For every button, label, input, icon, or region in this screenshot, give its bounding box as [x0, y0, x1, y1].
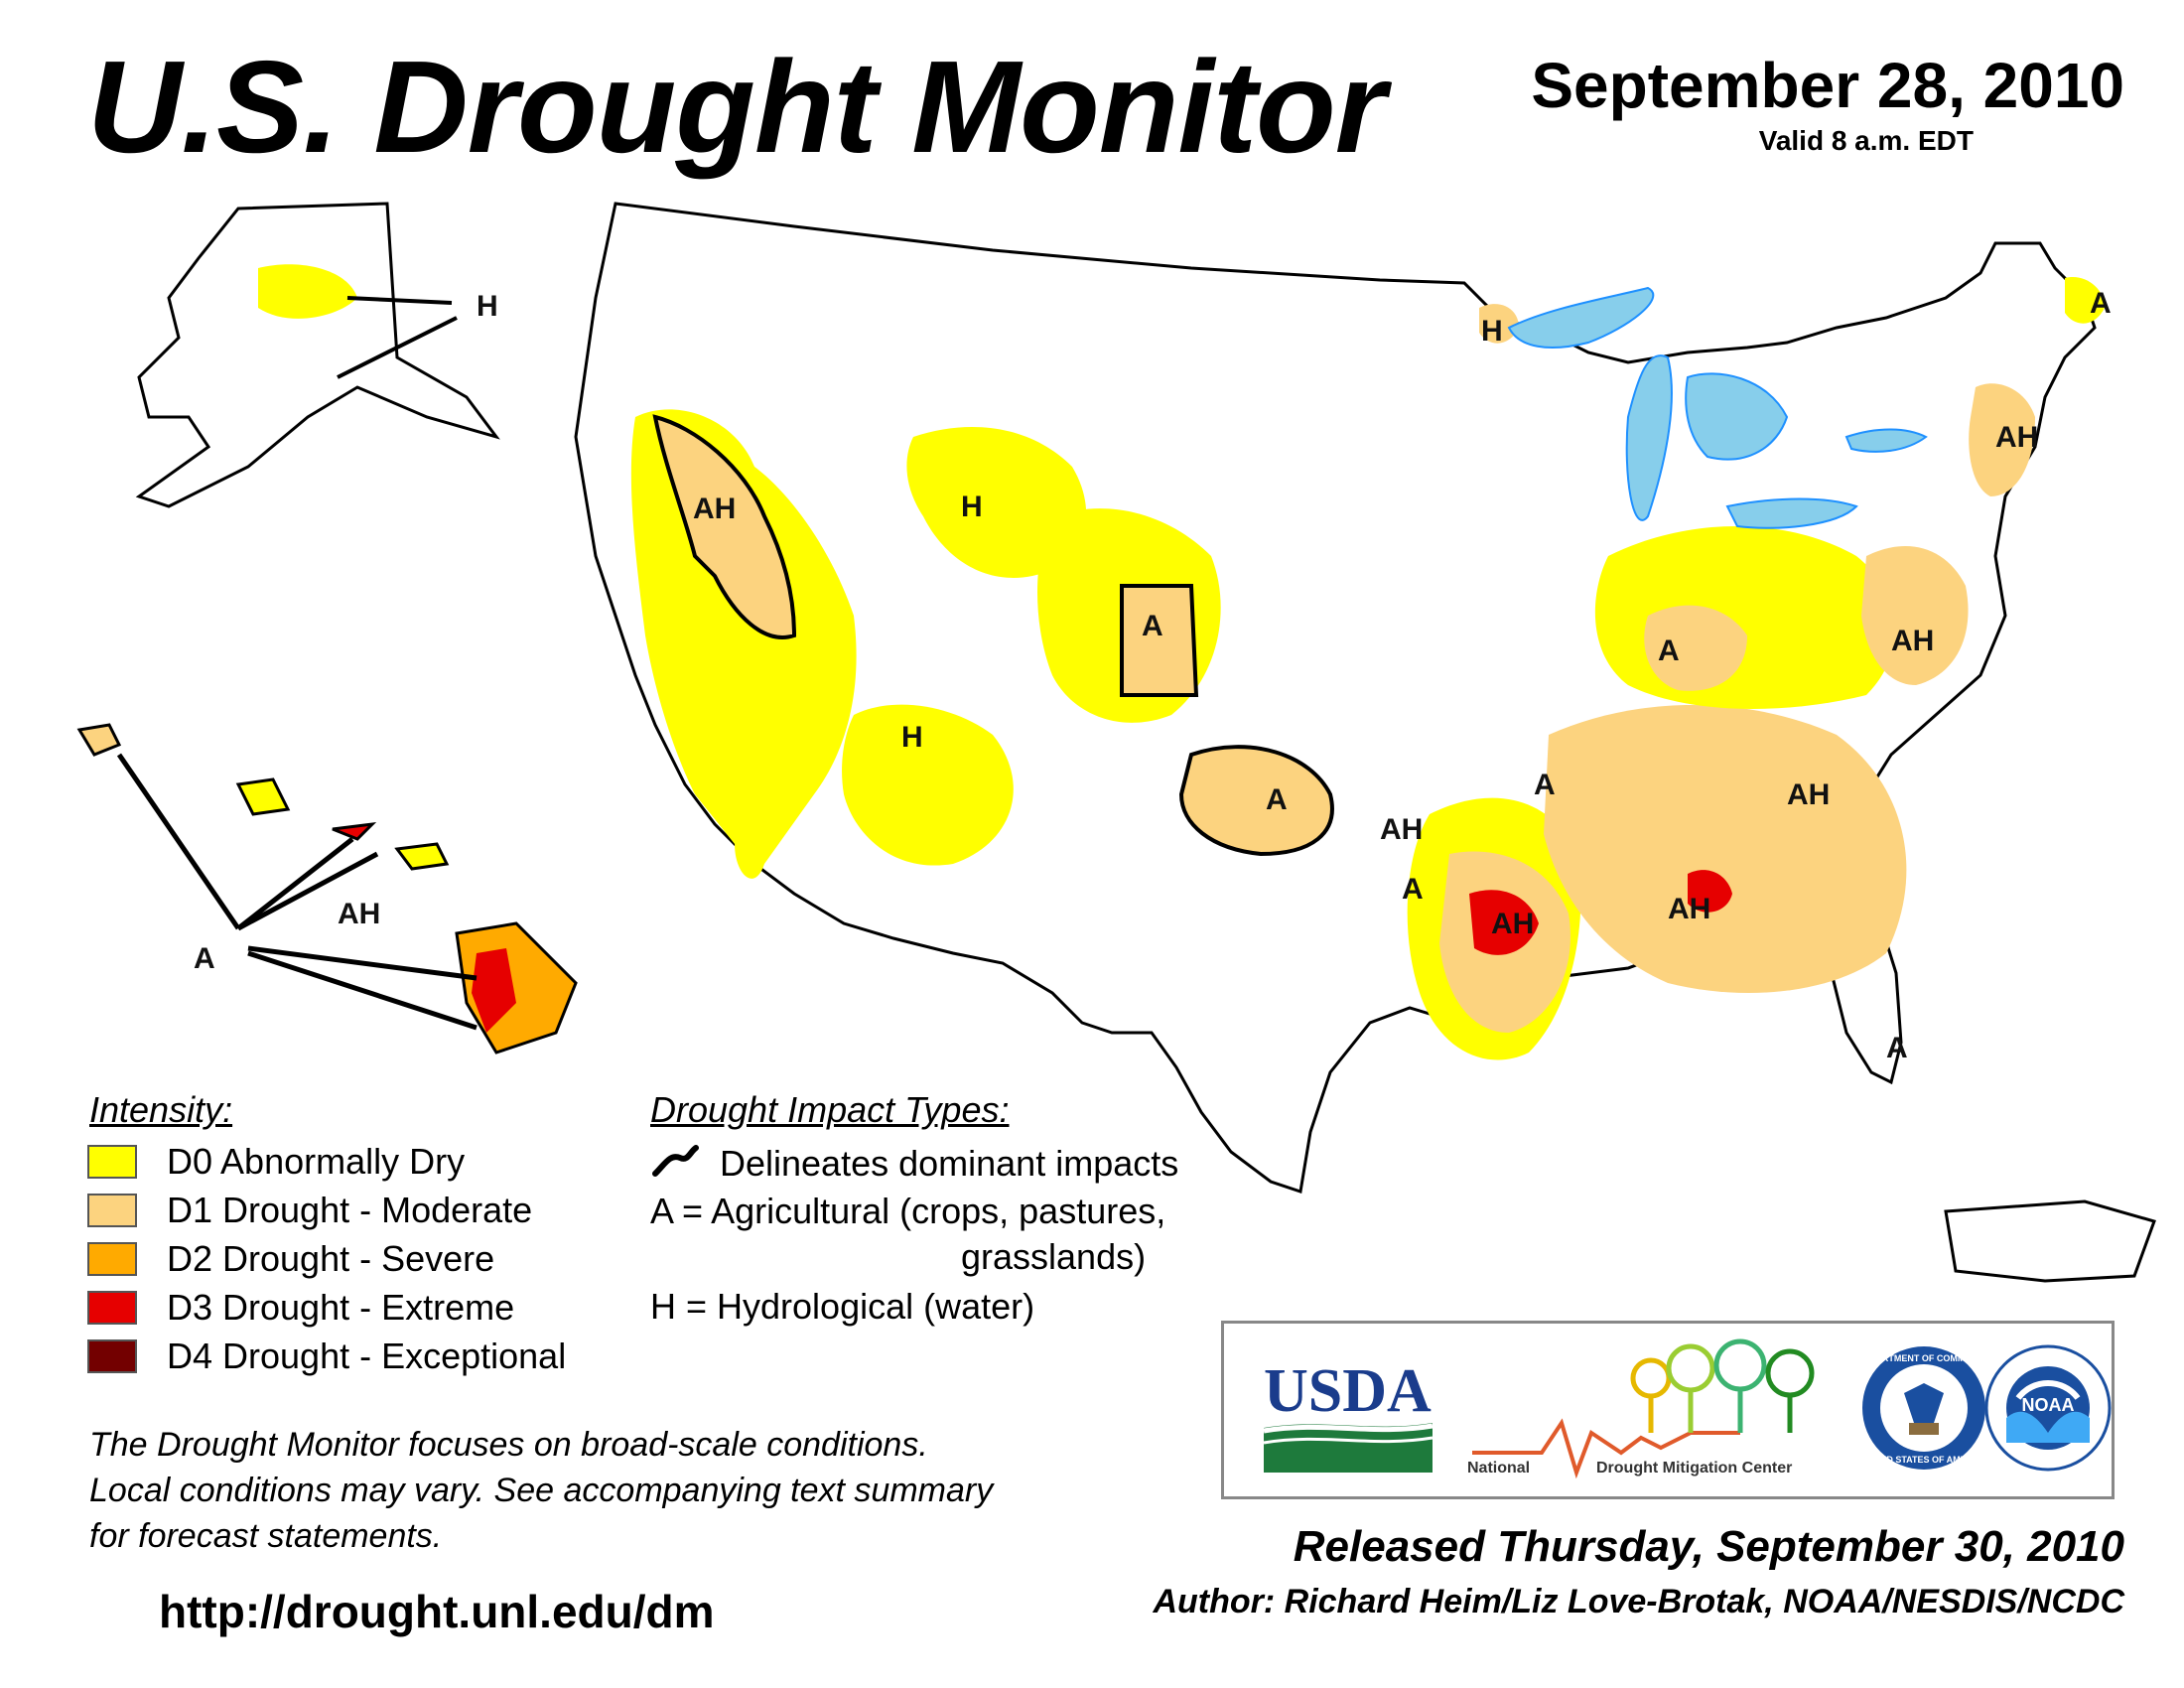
- label-mn-h: H: [1481, 315, 1503, 348]
- legend-label-d4: D4 Drought - Exceptional: [167, 1336, 567, 1376]
- disclaimer-line: for forecast statements.: [89, 1517, 443, 1555]
- impact-heading: Drought Impact Types:: [650, 1089, 1010, 1130]
- swatch-d3: [87, 1291, 137, 1325]
- alaska-inset: [135, 202, 500, 508]
- label-ok-a: A: [1266, 783, 1288, 816]
- swatch-d4: [87, 1339, 137, 1373]
- label-co-a: A: [1142, 610, 1163, 642]
- swatch-d2: [87, 1242, 137, 1276]
- page-title: U.S. Drought Monitor: [87, 34, 1386, 180]
- legend-label-d2: D2 Drought - Severe: [167, 1238, 495, 1279]
- noaa-logo: NOAA: [1984, 1344, 2112, 1472]
- d1-co: [1120, 584, 1199, 697]
- label-ky-a: A: [1658, 634, 1680, 667]
- label-me-a: A: [2090, 287, 2112, 320]
- swatch-d1: [87, 1194, 137, 1227]
- puerto-rico-inset: [1944, 1199, 2156, 1283]
- legend-label-d1: D1 Drought - Moderate: [167, 1190, 533, 1230]
- label-ne-ah: AH: [1995, 421, 2038, 454]
- legend-item-d0: D0 Abnormally Dry: [87, 1141, 466, 1182]
- d0-az: [842, 704, 1014, 866]
- label-ut-h: H: [901, 721, 923, 754]
- d1-ok: [1178, 745, 1334, 857]
- d3-la: [1469, 890, 1539, 955]
- author-credit: Author: Richard Heim/Liz Love-Brotak, NO…: [1153, 1583, 2124, 1620]
- hawaii-inset: [76, 723, 578, 1055]
- svg-text:DEPARTMENT OF COMMERCE: DEPARTMENT OF COMMERCE: [1858, 1353, 1990, 1363]
- d1-va: [1861, 546, 1969, 685]
- disclaimer-line: The Drought Monitor focuses on broad-sca…: [89, 1426, 928, 1464]
- great-lakes: [1507, 286, 1928, 529]
- d1-ne: [1969, 383, 2035, 496]
- doc-seal: DEPARTMENT OF COMMERCE UNITED STATES OF …: [1858, 1346, 1990, 1470]
- d1-southeast: [1544, 705, 1907, 993]
- valid-time: Valid 8 a.m. EDT: [1758, 125, 1974, 156]
- usda-logo: USDA: [1263, 1357, 1433, 1473]
- d1-mn: [1479, 304, 1519, 344]
- svg-text:USDA: USDA: [1264, 1357, 1432, 1425]
- impact-agricultural: A = Agricultural (crops, pastures,: [650, 1191, 1166, 1231]
- label-ar-ah: AH: [1380, 813, 1423, 846]
- svg-text:UNITED STATES OF AMERICA: UNITED STATES OF AMERICA: [1859, 1455, 1988, 1465]
- label-fl-a: A: [1886, 1032, 1908, 1064]
- svg-text:National: National: [1467, 1460, 1530, 1477]
- map-date: September 28, 2010: [1531, 50, 2124, 121]
- swatch-d0: [87, 1145, 137, 1179]
- website-url[interactable]: http://drought.unl.edu/dm: [159, 1586, 715, 1637]
- legend-item-d4: D4 Drought - Exceptional: [87, 1336, 566, 1376]
- label-sc-ah: AH: [1787, 778, 1830, 811]
- legend-label-d3: D3 Drought - Extreme: [167, 1287, 515, 1328]
- disclaimer: The Drought Monitor focuses on broad-sca…: [89, 1422, 1181, 1559]
- d3-ga: [1688, 870, 1732, 913]
- release-date: Released Thursday, September 30, 2010: [1293, 1522, 2124, 1571]
- label-alaska-h: H: [477, 290, 498, 323]
- d1-nw: [652, 414, 797, 639]
- legend-label-d0: D0 Abnormally Dry: [167, 1141, 466, 1182]
- label-la-ah: AH: [1491, 908, 1534, 940]
- d0-ohio-valley: [1594, 526, 1895, 709]
- label-nw-ah: AH: [693, 492, 736, 525]
- disclaimer-line: Local conditions may vary. See accompany…: [89, 1472, 994, 1509]
- ndmc-logo: National Drought Mitigation Center: [1467, 1338, 1815, 1479]
- partner-logos: USDA National Drought Mitigation Center …: [1221, 1321, 2115, 1499]
- impact-agricultural-cont: grasslands): [961, 1236, 1147, 1277]
- label-va-ah: AH: [1891, 625, 1934, 657]
- legend-item-d2: D2 Drought - Severe: [87, 1238, 495, 1279]
- impact-line-icon: [652, 1145, 699, 1177]
- label-hawaii-ah: AH: [338, 898, 380, 930]
- intensity-heading: Intensity:: [89, 1089, 233, 1130]
- d0-me: [2065, 277, 2105, 324]
- label-al-ah: AH: [1668, 893, 1710, 925]
- legend-item-d3: D3 Drought - Extreme: [87, 1287, 515, 1328]
- d0-wy: [906, 427, 1087, 578]
- label-wy-h: H: [961, 491, 983, 523]
- svg-text:NOAA: NOAA: [2022, 1395, 2075, 1415]
- legend-item-d1: D1 Drought - Moderate: [87, 1190, 533, 1230]
- drought-areas: [630, 277, 2105, 1060]
- svg-text:Drought Mitigation Center: Drought Mitigation Center: [1596, 1460, 1792, 1477]
- label-hawaii-a: A: [194, 942, 215, 975]
- label-tx-a: A: [1402, 873, 1424, 906]
- impact-hydrological: H = Hydrological (water): [650, 1286, 1035, 1327]
- impact-delineates: Delineates dominant impacts: [720, 1143, 1179, 1184]
- label-tn-a: A: [1534, 769, 1556, 801]
- d1-ky: [1644, 605, 1747, 691]
